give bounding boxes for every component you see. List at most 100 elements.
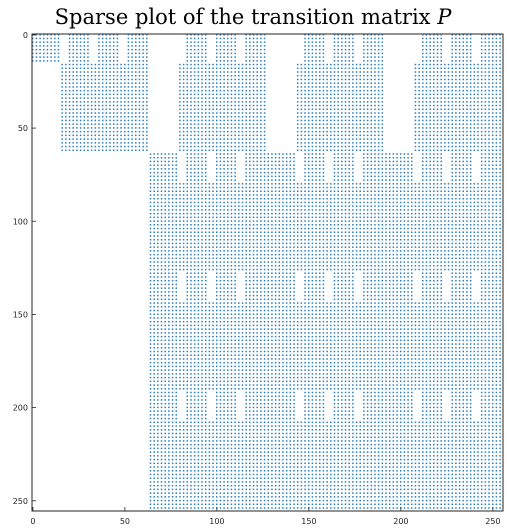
nonzero-entry [348,89,350,92]
nonzero-entry [307,74,310,77]
nonzero-entry [238,138,240,140]
nonzero-entry [227,93,229,96]
nonzero-entry [260,164,262,166]
nonzero-entry [491,212,494,215]
nonzero-entry [499,41,501,43]
nonzero-entry [315,104,317,107]
nonzero-entry [455,220,457,222]
nonzero-entry [131,89,133,92]
nonzero-entry [116,115,119,118]
nonzero-entry [68,104,71,107]
nonzero-entry [396,212,398,215]
nonzero-entry [418,127,420,129]
nonzero-entry [219,220,222,222]
nonzero-entry [153,224,155,226]
nonzero-entry [411,168,413,170]
nonzero-entry [90,123,93,125]
nonzero-entry [374,67,376,70]
nonzero-entry [204,235,207,237]
nonzero-entry [256,220,258,222]
nonzero-entry [263,149,266,152]
nonzero-entry [182,82,185,84]
nonzero-entry [256,89,258,92]
nonzero-entry [363,175,365,178]
nonzero-entry [462,37,465,40]
nonzero-entry [418,86,420,88]
nonzero-entry [473,145,476,148]
nonzero-entry [484,52,487,55]
nonzero-entry [411,209,413,211]
nonzero-entry [422,108,424,111]
nonzero-entry [348,235,350,237]
nonzero-entry [403,212,406,215]
nonzero-entry [333,48,336,51]
nonzero-entry [197,112,200,114]
nonzero-entry [204,149,207,152]
nonzero-entry [469,175,472,178]
nonzero-entry [444,134,446,137]
nonzero-entry [462,41,465,43]
nonzero-entry [352,138,354,140]
nonzero-entry [116,93,119,96]
nonzero-entry [341,71,343,73]
nonzero-entry [234,142,236,144]
nonzero-entry [197,164,200,166]
nonzero-entry [252,56,255,58]
nonzero-entry [366,60,369,62]
nonzero-entry [238,190,240,193]
nonzero-entry [32,37,34,40]
nonzero-entry [337,108,339,111]
nonzero-entry [458,82,461,84]
nonzero-entry [388,190,391,193]
nonzero-entry [201,34,203,36]
nonzero-entry [201,71,203,73]
nonzero-entry [112,145,115,148]
nonzero-entry [215,71,218,73]
nonzero-entry [484,41,487,43]
nonzero-entry [234,160,236,163]
nonzero-entry [319,224,321,226]
nonzero-entry [278,186,281,189]
nonzero-entry [201,190,203,193]
nonzero-entry [344,45,347,47]
chart-title-text: Sparse plot of the transition matrix [55,5,438,29]
nonzero-entry [341,138,343,140]
nonzero-entry [429,190,431,193]
nonzero-entry [142,93,144,96]
nonzero-entry [131,115,133,118]
nonzero-entry [484,183,487,185]
nonzero-entry [201,153,203,155]
nonzero-entry [491,179,494,181]
nonzero-entry [57,41,60,43]
nonzero-entry [469,63,472,66]
nonzero-entry [234,205,236,207]
nonzero-entry [422,212,424,215]
nonzero-entry [109,89,111,92]
nonzero-entry [330,235,332,237]
nonzero-entry [436,108,439,111]
nonzero-entry [304,227,306,230]
nonzero-entry [234,130,236,133]
nonzero-entry [359,183,361,185]
nonzero-entry [263,123,266,125]
nonzero-entry [344,205,347,207]
nonzero-entry [65,86,67,88]
nonzero-entry [112,138,115,140]
nonzero-entry [477,224,479,226]
nonzero-entry [311,164,314,166]
nonzero-entry [204,175,207,178]
nonzero-entry [300,104,303,107]
nonzero-entry [193,74,196,77]
nonzero-entry [311,160,314,163]
nonzero-entry [322,138,325,140]
nonzero-entry [344,108,347,111]
nonzero-entry [381,149,384,152]
nonzero-entry [488,164,490,166]
nonzero-entry [263,156,266,159]
nonzero-entry [337,160,339,163]
nonzero-entry [330,142,332,144]
nonzero-entry [146,104,148,107]
nonzero-entry [337,82,339,84]
nonzero-entry [204,56,207,58]
nonzero-entry [341,41,343,43]
